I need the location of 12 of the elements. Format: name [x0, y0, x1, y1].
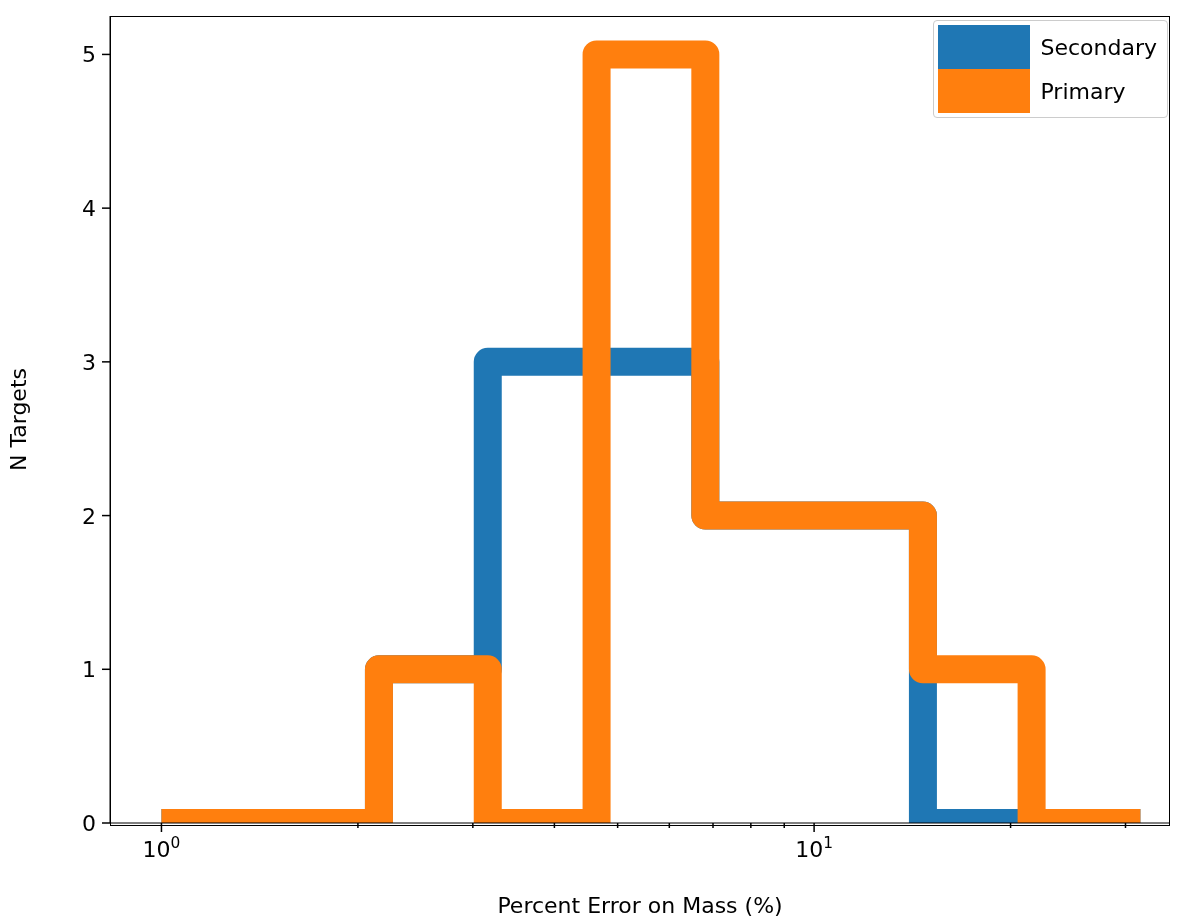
y-tick-label: 0: [82, 811, 96, 836]
legend-label: Primary: [1040, 78, 1126, 104]
y-tick-label: 1: [82, 657, 96, 683]
y-tick-label: 5: [82, 42, 96, 68]
y-tick-label: 2: [82, 503, 96, 529]
y-tick-label: 4: [82, 196, 96, 222]
x-axis-title: Percent Error on Mass (%): [497, 893, 783, 918]
x-tick-label: 10$^{1}$: [795, 834, 833, 862]
x-tick-label: 10$^{0}$: [142, 834, 181, 862]
y-tick-label: 3: [82, 349, 96, 375]
legend-label: Secondary: [1040, 34, 1157, 60]
y-axis-title: N Targets: [5, 368, 31, 471]
